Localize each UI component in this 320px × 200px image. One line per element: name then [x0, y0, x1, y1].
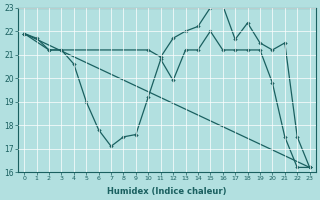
X-axis label: Humidex (Indice chaleur): Humidex (Indice chaleur): [107, 187, 227, 196]
